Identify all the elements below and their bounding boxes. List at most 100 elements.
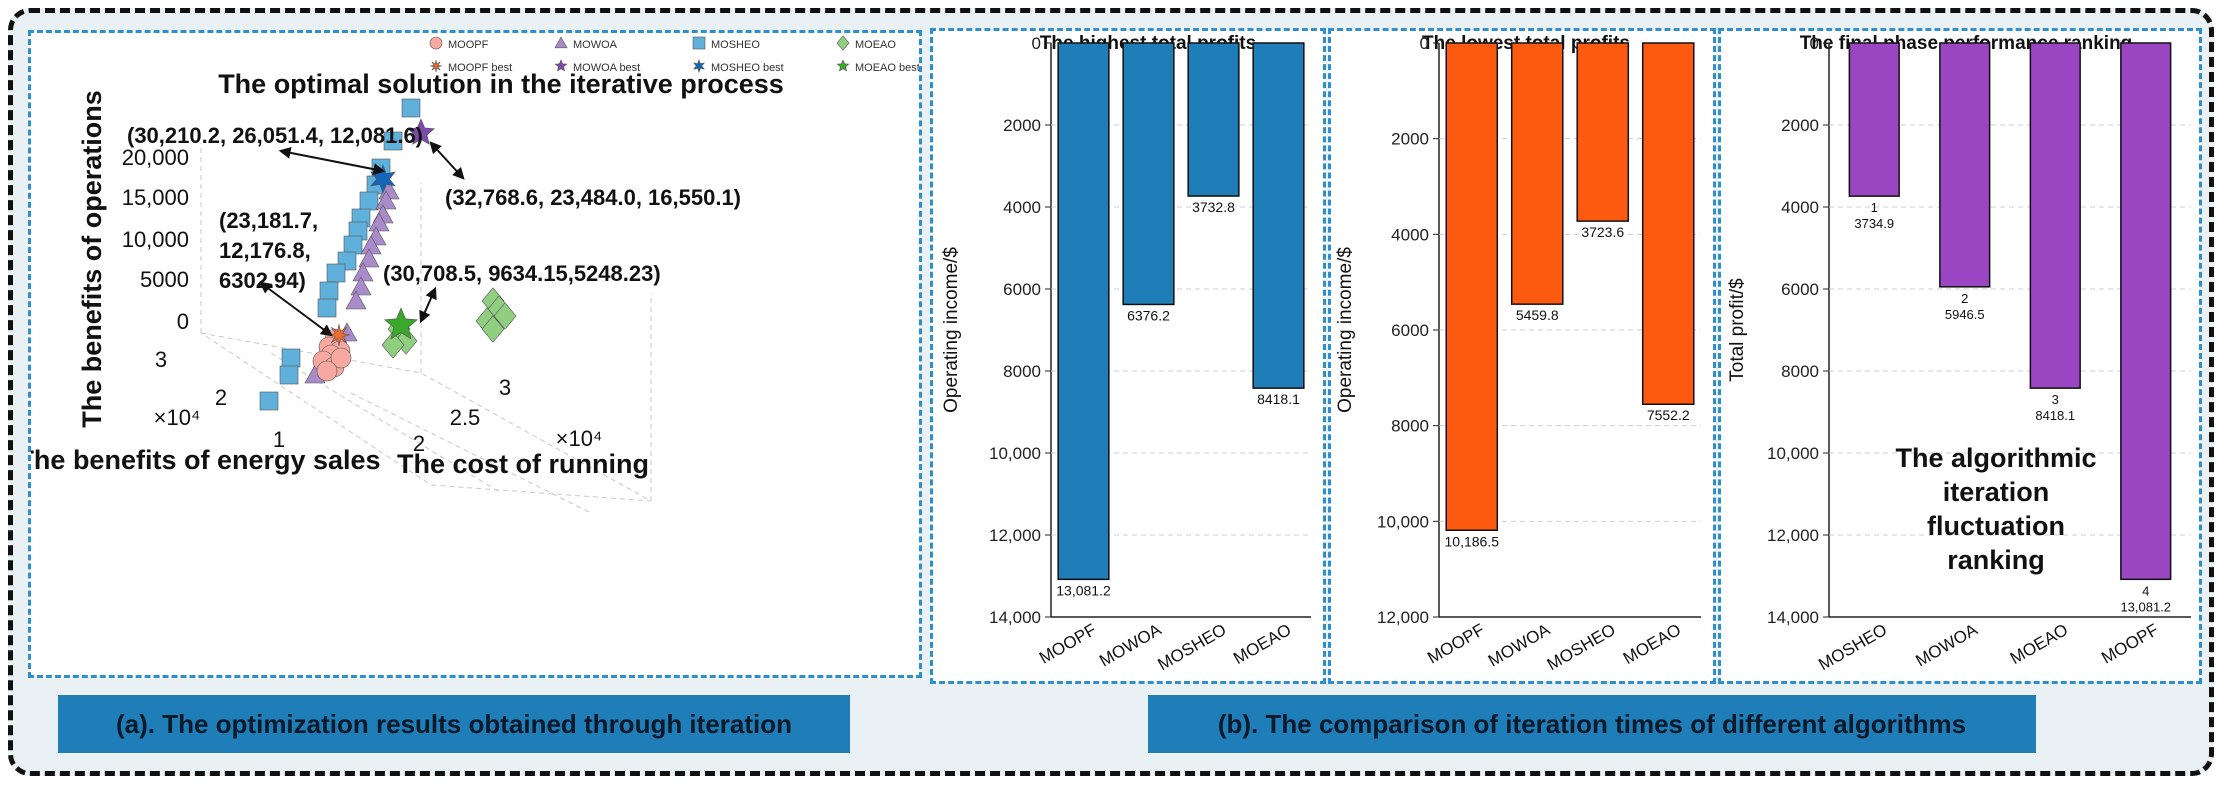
data-label: 13,081.2: [1056, 582, 1111, 598]
scatter-3d-panel: The optimal solution in the iterative pr…: [17, 30, 922, 678]
best-solution-label: (30,210.2, 26,051.4, 12,081.6): [127, 123, 423, 148]
point-mosheo: [343, 235, 363, 255]
legend-marker: [836, 35, 850, 51]
y-tick-label: 6000: [1781, 280, 1819, 299]
legend-label: MOWOA: [573, 39, 618, 51]
point-mosheo: [317, 298, 337, 318]
legend-marker: [554, 36, 568, 49]
x-tick-label: MOWOA: [1096, 620, 1165, 671]
legend-marker: [554, 59, 568, 72]
legend-marker: [429, 36, 443, 50]
legend-marker: [836, 59, 850, 72]
annotation-text: The algorithmic: [1895, 443, 2096, 473]
y-tick-label: 10,000: [989, 444, 1041, 463]
point-mosheo: [319, 281, 339, 301]
y-multiplier: ×10⁴: [154, 405, 201, 430]
x-axis-label: The cost of running: [397, 449, 649, 479]
best-marker-mowoa: [406, 118, 436, 145]
point-moopf: [316, 360, 338, 382]
y-tick-label: 2: [215, 385, 227, 410]
x-tick-label: MOOPF: [1424, 620, 1487, 668]
data-label: 3723.6: [1581, 224, 1624, 240]
y-tick-label: 6000: [1391, 321, 1429, 340]
data-label: 3734.9: [1854, 216, 1894, 231]
y-tick-label: 2000: [1391, 130, 1429, 149]
bar: [1510, 42, 1564, 305]
y-tick-label: 10,000: [1767, 444, 1819, 463]
x-tick-label: MOSHEO: [1155, 620, 1230, 674]
rank-label: 3: [2052, 392, 2059, 407]
bar: [1057, 42, 1110, 581]
y-tick-label: 8000: [1781, 362, 1819, 381]
data-label: 3732.8: [1192, 199, 1235, 215]
annotation-arrow: [259, 281, 333, 337]
z-tick-label: 5000: [140, 267, 189, 292]
legend-label: MOOPF best: [448, 62, 512, 74]
data-label: 10,186.5: [1445, 533, 1500, 549]
caption-b: (b). The comparison of iteration times o…: [1148, 695, 2036, 753]
data-label: 5459.8: [1516, 307, 1559, 323]
y-tick-label: 4000: [1781, 198, 1819, 217]
y-tick-label: 8000: [1003, 362, 1041, 381]
bar: [1576, 42, 1630, 222]
x-tick-label: MOEAO: [2007, 620, 2071, 668]
z-axis-label: The benefits of operations: [77, 90, 107, 428]
best-solution-label: 12,176.8,: [219, 238, 311, 263]
y-tick-label: 14,000: [989, 608, 1041, 627]
point-mosheo: [401, 98, 421, 118]
lowest-profits-panel: The lowest total profits0200040006000800…: [1328, 28, 1716, 684]
legend-label: MOOPF: [448, 39, 489, 51]
legend-label: MOWOA best: [573, 62, 640, 74]
best-marker-moopf: [327, 323, 351, 347]
x-tick-label: MOSHEO: [1544, 620, 1619, 674]
bar: [1939, 42, 1991, 288]
z-tick-label: 10,000: [122, 227, 189, 252]
annotation-arrow: [419, 286, 437, 324]
x-tick-label: 2: [413, 431, 425, 456]
best-solution-label: (32,768.6, 23,484.0, 16,550.1): [445, 185, 741, 210]
annotation-arrow: [429, 141, 465, 180]
legend-marker: [692, 36, 706, 50]
rank-label: 1: [1871, 200, 1878, 215]
legend-label: MOEAO: [855, 39, 896, 51]
point-moeao: [381, 331, 405, 359]
highest-profits-chart: The highest total profits020004000600080…: [941, 33, 1311, 674]
bar: [2120, 42, 2172, 581]
x-tick-label: MOEAO: [1620, 620, 1684, 668]
z-tick-label: 15,000: [122, 185, 189, 210]
point-mosheo: [359, 191, 379, 211]
data-label: 5946.5: [1945, 307, 1985, 322]
highest-profits-panel: The highest total profits020004000600080…: [930, 28, 1326, 684]
scatter-3d-chart: The optimal solution in the iterative pr…: [17, 35, 920, 514]
point-mowoa: [368, 212, 390, 232]
point-mosheo: [259, 391, 279, 411]
bar: [2029, 42, 2081, 389]
data-label: 8418.1: [1257, 391, 1300, 407]
data-label: 6376.2: [1127, 307, 1170, 323]
y-tick-label: 0: [1420, 34, 1429, 53]
legend-marker: [693, 59, 705, 73]
bar: [1445, 42, 1499, 532]
bar: [1848, 42, 1900, 197]
data-label: 7552.2: [1647, 407, 1690, 423]
y-tick-label: 12,000: [1377, 608, 1429, 627]
z-tick-label: 0: [177, 309, 189, 334]
best-marker-moeao: [384, 307, 418, 340]
point-moeao: [493, 302, 517, 330]
point-moopf: [330, 347, 352, 369]
annotation-arrow: [278, 146, 386, 176]
point-moeao: [481, 315, 505, 343]
caption-a: (a). The optimization results obtained t…: [58, 695, 850, 753]
x-multiplier: ×10⁴: [556, 426, 603, 451]
y-tick-label: 14,000: [1767, 608, 1819, 627]
legend-label: MOSHEO best: [711, 62, 784, 74]
x-tick-label: MOWOA: [1912, 620, 1981, 671]
rank-label: 4: [2142, 583, 2149, 598]
y-axis-label: The benefits of energy sales: [31, 445, 381, 475]
y-tick-label: 0: [1810, 34, 1819, 53]
x-tick-label: MOWOA: [1485, 620, 1554, 671]
y-axis-label: Operating income/$: [941, 247, 962, 413]
best-solution-label: 6302.94): [219, 268, 306, 293]
point-mowoa: [358, 248, 380, 268]
y-tick-label: 0: [1032, 34, 1041, 53]
